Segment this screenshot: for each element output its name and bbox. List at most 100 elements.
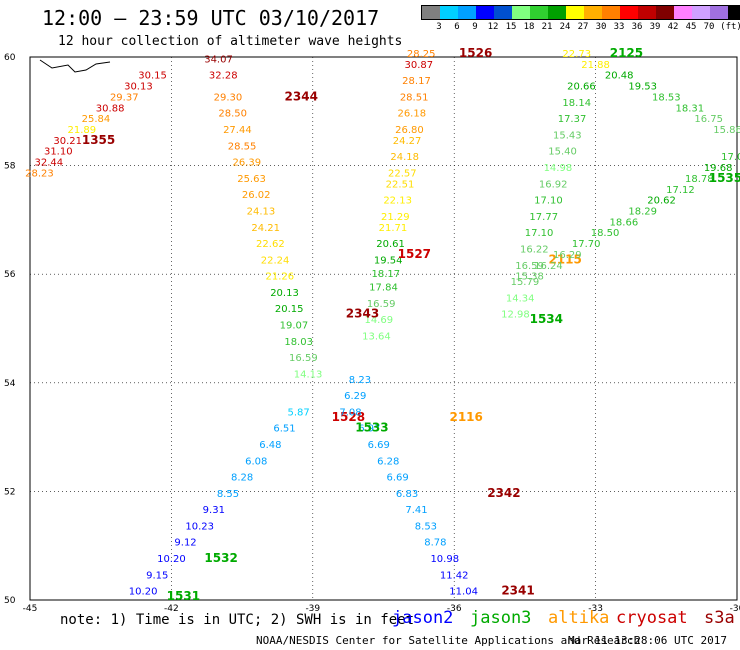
wave-height-value: 28.23 [25, 168, 54, 179]
satellite-track: 2116 [449, 410, 482, 424]
longitude-tick-label: -33 [588, 604, 603, 614]
wave-height-value: 8.53 [415, 521, 437, 532]
wave-height-value: 16.59 [515, 261, 544, 272]
color-scale-tick: 24 [559, 22, 571, 32]
wave-height-value: 15.43 [553, 130, 582, 141]
color-scale-swatch [728, 6, 740, 19]
wave-height-value: 22.73 [562, 49, 591, 60]
color-scale-tick: 27 [577, 22, 589, 32]
wave-height-value: 21.26 [265, 272, 294, 283]
legend-item-s3a: s3a [704, 608, 735, 628]
latitude-tick-label: 50 [4, 596, 16, 606]
wave-height-value: 9.12 [174, 538, 196, 549]
wave-height-value: 8.28 [231, 473, 253, 484]
wave-height-value: 15.40 [548, 147, 577, 158]
wave-height-value: 30.13 [124, 82, 153, 93]
wave-height-value: 21.88 [581, 60, 610, 71]
wave-height-value: 5.87 [288, 407, 310, 418]
color-scale-swatch [620, 6, 638, 19]
wave-height-value: 10.23 [185, 521, 214, 532]
color-scale-swatch [638, 6, 656, 19]
latitude-ticks: 60 58 56 54 52 50 [4, 53, 16, 606]
satellite-track: 8.23 6.29 7.08 6.97 6.69 6.28 6.69 6.83 7.41 8.53… [339, 375, 478, 598]
wave-height-value: 15.86 [713, 125, 740, 136]
color-scale-tick: 3 [436, 22, 442, 32]
wave-height-value: 25.84 [82, 114, 111, 125]
wave-height-value: 6.69 [387, 473, 409, 484]
satellite-track: 1531 [167, 589, 200, 603]
legend-item-jason3: jason3 [470, 608, 532, 628]
wave-height-value: 11.42 [440, 570, 469, 581]
color-scale-swatch [584, 6, 602, 19]
color-scale-tick: 6 [454, 22, 460, 32]
color-scale-swatch [476, 6, 494, 19]
color-scale-swatch [710, 6, 728, 19]
wave-height-value: 32.28 [209, 71, 238, 82]
credit-text: NOAA/NESDIS Center for Satellite Applica… [256, 634, 641, 647]
wave-height-value: 28.50 [218, 109, 247, 120]
color-scale-swatch [548, 6, 566, 19]
wave-height-value: 20.61 [376, 239, 405, 250]
wave-height-value: 22.13 [383, 196, 412, 207]
latitude-tick-label: 58 [4, 162, 16, 172]
wave-height-value: 15.79 [511, 277, 540, 288]
legend-item-altika: altika [548, 608, 610, 628]
wave-height-value: 20.13 [270, 288, 299, 299]
timestamp-text: Mar 11 13:28:06 UTC 2017 [568, 634, 727, 647]
wave-height-value: 14.34 [506, 293, 535, 304]
longitude-tick-label: -30 [730, 604, 740, 614]
greenland-coast [39, 59, 111, 73]
wave-height-value: 13.64 [362, 331, 391, 342]
color-scale-tick: 42 [667, 22, 679, 32]
track-time-label: 1527 [398, 247, 431, 261]
track-time-label: 2125 [610, 46, 643, 60]
track-time-label: 1533 [355, 421, 388, 435]
wave-height-value: 14.69 [364, 315, 393, 326]
footnote: note: 1) Time is in UTC; 2) SWH is in fe… [60, 612, 415, 628]
wave-height-value: 18.66 [610, 217, 639, 228]
satellite-track: 1534 [530, 312, 563, 326]
wave-height-value: 28.55 [228, 141, 257, 152]
wave-height-value: 10.20 [129, 587, 158, 598]
color-scale-swatch [440, 6, 458, 19]
wave-height-value: 9.31 [203, 505, 225, 516]
wave-height-value: 6.08 [245, 456, 267, 467]
wave-height-value: 11.04 [449, 587, 478, 598]
track-time-label: 1355 [82, 133, 115, 147]
color-scale-tick: 30 [595, 22, 607, 32]
wave-height-value: 16.59 [289, 353, 318, 364]
wave-height-value: 32.44 [35, 158, 64, 169]
satellite-track: 2341 [501, 584, 534, 598]
wave-height-value: 22.24 [261, 255, 290, 266]
wave-height-value: 27.44 [223, 125, 252, 136]
track-time-label: 2343 [346, 307, 379, 321]
legend-item-jason2: jason2 [392, 608, 454, 628]
wave-height-value: 10.20 [157, 554, 186, 565]
color-scale-tick: 21 [541, 22, 553, 32]
wave-height-value: 21.89 [68, 125, 97, 136]
color-scale-tick: 39 [649, 22, 661, 32]
wave-height-value: 18.53 [652, 92, 681, 103]
color-scale-swatch [674, 6, 692, 19]
wave-height-value: 17.10 [534, 196, 563, 207]
wave-height-value: 26.18 [397, 109, 426, 120]
track-time-label: 2341 [501, 584, 534, 598]
wave-height-value: 12.98 [501, 310, 530, 321]
wave-height-value: 22.62 [256, 239, 285, 250]
color-scale-tick: 33 [613, 22, 625, 32]
satellite-track: 20.66 18.14 17.37 15.43 15.40 14.98 16.92 17.10… [501, 82, 596, 321]
track-time-label: 2342 [487, 486, 520, 500]
wave-height-value: 19.54 [374, 255, 403, 266]
color-scale-swatch [512, 6, 530, 19]
wave-height-value: 19.68 [704, 163, 733, 174]
wave-height-value: 24.21 [251, 223, 280, 234]
wave-height-value: 22.51 [386, 179, 415, 190]
wave-height-value: 29.37 [110, 92, 139, 103]
wave-height-value: 8.55 [217, 489, 239, 500]
wave-height-value: 26.80 [395, 125, 424, 136]
color-scale-swatch [494, 6, 512, 19]
color-scale-swatch [692, 6, 710, 19]
color-scale-bar [421, 5, 740, 20]
longitude-ticks: -45 -42 -39 -36 -33 -30 [23, 604, 740, 614]
